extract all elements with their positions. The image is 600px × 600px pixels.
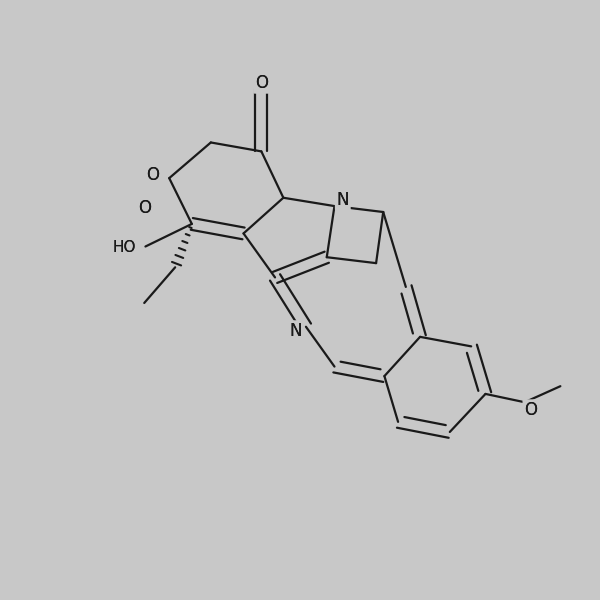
Text: HO: HO xyxy=(113,240,136,255)
Text: O: O xyxy=(255,74,268,92)
Text: O: O xyxy=(138,199,151,217)
Text: HO: HO xyxy=(113,240,136,255)
Text: N: N xyxy=(289,322,301,340)
Text: N: N xyxy=(289,322,301,340)
Text: N: N xyxy=(289,322,301,340)
Text: O: O xyxy=(146,166,159,184)
Text: O: O xyxy=(524,401,537,419)
Text: O: O xyxy=(524,401,537,419)
Text: O: O xyxy=(524,401,537,419)
Text: O: O xyxy=(255,74,268,92)
Text: N: N xyxy=(337,191,349,209)
Text: N: N xyxy=(337,191,349,209)
Text: O: O xyxy=(138,199,151,217)
Text: O: O xyxy=(255,74,268,92)
Text: HO: HO xyxy=(113,240,136,255)
Text: O: O xyxy=(138,199,151,217)
Text: O: O xyxy=(146,166,159,184)
Text: N: N xyxy=(337,191,349,209)
Text: O: O xyxy=(146,166,159,184)
